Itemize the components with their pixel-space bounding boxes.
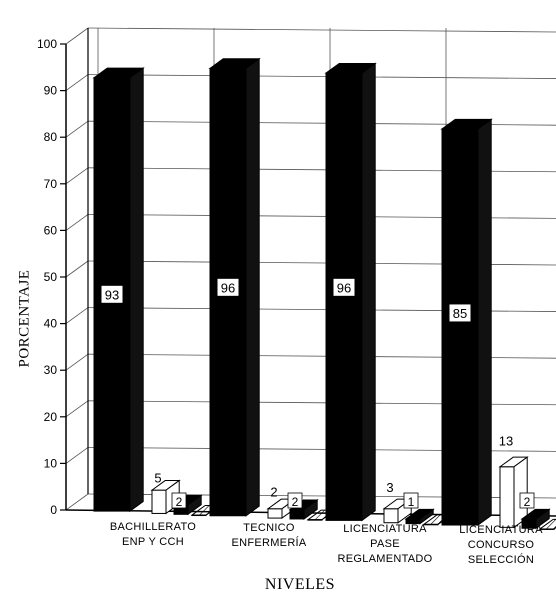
x-tick-label-line: CONCURSO: [467, 539, 535, 551]
x-tick-label-line: BACHILLERATO: [109, 521, 197, 533]
y-tick-label: 50: [44, 270, 58, 284]
bar-1-1: [267, 508, 283, 519]
data-label: 96: [337, 280, 351, 295]
x-tick-label-line: TECNICO: [243, 522, 295, 534]
bar-3-1: [499, 466, 515, 528]
x-tick-label: LICENCIATURA CONCURSO SELECCIÓN: [436, 523, 556, 568]
y-tick-label: 90: [44, 84, 58, 98]
data-label-box: [332, 277, 356, 297]
data-label: 13: [499, 433, 513, 448]
bar-3-0: [441, 128, 479, 526]
gridline: [87, 27, 556, 33]
data-label: 5: [154, 471, 161, 486]
x-tick-label-line: ENFERMERÍA: [231, 537, 307, 549]
x-tick-label: BACHILLERATO ENP Y CCH: [88, 520, 218, 550]
data-label-box: [100, 284, 124, 304]
x-tick-label-line: LICENCIATURA: [459, 524, 543, 536]
bar-side-0-2: [187, 494, 202, 516]
y-axis-title: PORCENTAJE: [16, 269, 33, 368]
data-label-box: [287, 492, 303, 509]
x-tick-label-line: ENP Y CCH: [121, 536, 184, 548]
y-tick-label: 20: [44, 410, 58, 424]
x-tick-label-line: LICENCIATURA: [343, 523, 427, 535]
gridline-side: [65, 307, 89, 324]
bar-side-1-2: [303, 499, 318, 520]
gridline-side: [65, 74, 89, 91]
data-label: 2: [524, 495, 531, 509]
data-label-box: [519, 492, 535, 509]
y-tick-label: 70: [44, 177, 58, 191]
gridline-side: [65, 400, 89, 418]
x-axis-title: NIVELES: [264, 576, 336, 593]
data-label-box: [171, 492, 187, 509]
data-label: 2: [176, 495, 183, 509]
gridline-side: [65, 353, 89, 371]
data-label-box: [216, 277, 240, 297]
y-tick-label: 60: [44, 223, 58, 237]
y-tick-label: 10: [44, 456, 58, 470]
y-tick-label: 0: [50, 503, 57, 517]
x-tick-label-line: PASE: [370, 538, 400, 550]
gridline-side: [65, 120, 89, 138]
bar-side-2-0: [361, 62, 376, 522]
bar-side-0-0: [129, 67, 144, 513]
bar-top-3-3: [538, 518, 556, 530]
x-tick-label-line: SELECCIÓN: [467, 554, 535, 566]
x-tick-label: LICENCIATURA PASE REGLAMENTADO: [320, 522, 450, 567]
data-label: 93: [105, 287, 119, 302]
y-tick-label: 80: [44, 130, 58, 144]
bar-1-2: [289, 509, 305, 520]
bar-side-1-0: [245, 57, 260, 517]
bar-side-3-2: [535, 508, 550, 530]
gridline-side: [65, 260, 89, 278]
bar-0-1: [151, 489, 167, 514]
data-label: 1: [408, 495, 415, 509]
gridline: [87, 74, 556, 79]
data-label: 2: [292, 495, 299, 509]
data-label: 85: [453, 306, 467, 321]
data-label: 3: [386, 480, 393, 495]
gridline-side: [65, 27, 89, 45]
data-label: 2: [270, 485, 277, 500]
y-tick-label: 100: [37, 37, 57, 51]
gridline-side: [65, 447, 89, 464]
bar-side-3-0: [477, 118, 492, 527]
x-tick-label: TECNICO ENFERMERÍA: [204, 521, 334, 551]
y-tick-label: 30: [44, 363, 58, 377]
gridline-side: [65, 214, 89, 231]
data-label-box: [448, 303, 472, 323]
gridline-side: [65, 167, 89, 185]
gridline-side: [65, 493, 89, 511]
data-label: 96: [221, 280, 235, 295]
x-tick-label-line: REGLAMENTADO: [337, 553, 433, 565]
bar-side-2-2: [419, 508, 434, 525]
y-tick-label: 40: [44, 317, 58, 331]
data-label-box: [403, 492, 419, 509]
bar-2-1: [383, 508, 399, 524]
